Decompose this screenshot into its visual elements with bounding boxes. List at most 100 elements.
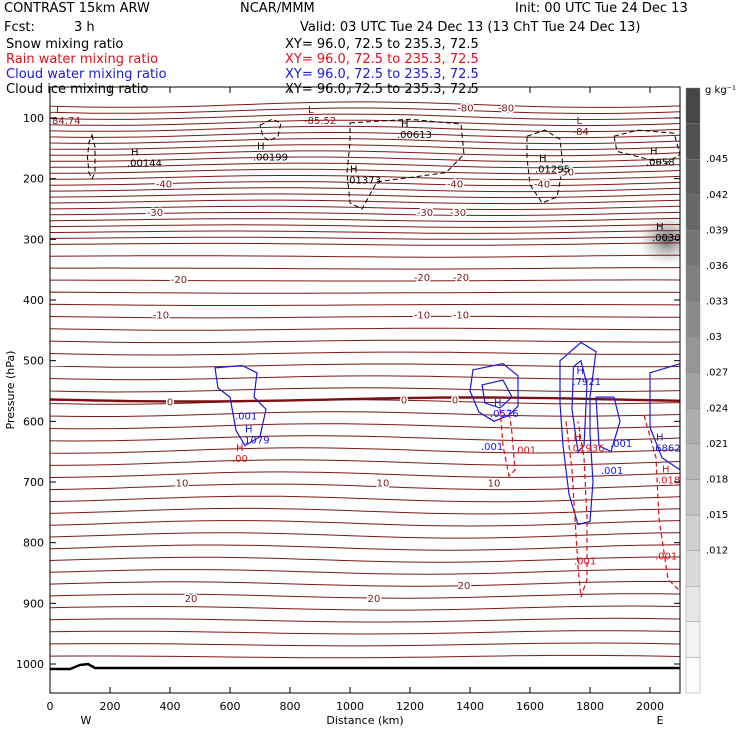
extremum-value: .018 xyxy=(658,475,680,486)
extremum-marker: L xyxy=(577,116,583,127)
extremum-marker: H xyxy=(236,443,244,454)
x-tick-label: 200 xyxy=(100,700,121,713)
legend-field-name: Snow mixing ratio xyxy=(6,37,123,52)
extremum-marker: H xyxy=(650,146,658,157)
temperature-contour-label: 0 xyxy=(452,395,458,406)
temperature-contour xyxy=(50,181,680,187)
colorbar-swatch xyxy=(685,443,701,480)
temperature-contour xyxy=(50,507,680,515)
extremum-value: .001 xyxy=(481,442,503,453)
extremum-value: 84.74 xyxy=(52,116,81,127)
x-tick-label: 600 xyxy=(220,700,241,713)
colorbar-swatch xyxy=(685,372,701,409)
colorbar-swatch xyxy=(685,194,701,231)
temperature-contour-label: -20 xyxy=(414,273,430,284)
y-tick-label: 300 xyxy=(23,233,44,246)
y-tick-label: 600 xyxy=(23,415,44,428)
temperature-contour xyxy=(50,279,680,282)
extremum-value: .001 xyxy=(610,439,632,450)
temperature-contour-label: 0 xyxy=(401,395,407,406)
colorbar-swatch xyxy=(685,586,701,623)
west-label: W xyxy=(81,714,92,727)
cloud-ice-contour xyxy=(613,129,680,165)
extremum-value: .001 xyxy=(655,552,677,563)
x-axis-label: Distance (km) xyxy=(326,714,403,727)
extremum-marker: H xyxy=(401,119,409,130)
valid-label: Valid: 03 UTC Tue 24 Dec 13 (13 ChT Tue … xyxy=(300,20,640,35)
temperature-contour xyxy=(50,411,680,417)
colorbar-swatch xyxy=(685,479,701,516)
temperature-contour-label: 20 xyxy=(458,581,471,592)
extremum-marker: H xyxy=(350,165,358,176)
extremum-marker: H xyxy=(245,424,253,435)
temperature-contour xyxy=(50,495,680,503)
temperature-contour xyxy=(50,254,680,258)
extremum-value: .001 xyxy=(601,466,623,477)
y-tick-label: 1000 xyxy=(16,658,44,671)
y-tick-label: 100 xyxy=(23,112,44,125)
snow-shade-patch xyxy=(637,214,680,266)
cloud-water-contour xyxy=(649,363,680,471)
x-tick-label: 1400 xyxy=(456,700,484,713)
colorbar-swatch xyxy=(685,230,701,267)
zero-isotherm xyxy=(50,396,680,403)
fcst-label: Fcst: xyxy=(4,20,35,35)
temperature-contour xyxy=(50,471,680,479)
temperature-contour-label: 0 xyxy=(167,397,173,408)
colorbar-swatch xyxy=(685,408,701,445)
temperature-contour-label: -10 xyxy=(453,311,469,322)
temperature-contour xyxy=(50,150,680,157)
temperature-contour xyxy=(50,532,680,539)
temperature-contour xyxy=(50,351,680,356)
y-tick-label: 200 xyxy=(23,173,44,186)
temperature-contour xyxy=(50,236,680,240)
init-label: Init: 00 UTC Tue 24 Dec 13 xyxy=(515,1,688,16)
temperature-contour xyxy=(50,224,680,228)
rain-water-contour xyxy=(565,421,588,598)
temperature-contour xyxy=(50,303,680,306)
y-tick-label: 400 xyxy=(23,294,44,307)
extremum-value: .01295 xyxy=(535,165,570,176)
temperature-contour-label: -20 xyxy=(453,273,469,284)
legend-field-name: Cloud water mixing ratio xyxy=(6,67,167,82)
temperature-contour xyxy=(50,642,680,647)
extremum-value: .00 xyxy=(232,454,248,465)
temperature-contour xyxy=(50,156,680,163)
temperature-contour xyxy=(50,193,680,199)
temperature-contour xyxy=(50,138,680,145)
temperature-contour xyxy=(50,483,680,491)
cloud-water-contour xyxy=(214,364,267,447)
cloud-water-contour xyxy=(469,363,519,422)
temperature-contour-label: -40 xyxy=(534,180,550,191)
contour-labels: -40 -40 -40 -30 -30 -30 -50 -20 -20 -20 -80 -80 -10 -… xyxy=(52,102,681,606)
temperature-contour xyxy=(50,520,680,527)
temperature-contour-label: -10 xyxy=(153,311,169,322)
y-axis-label: Pressure (hPa) xyxy=(4,351,17,430)
extremum-value: .6862 xyxy=(652,444,681,455)
legend-field-xy: XY= 96.0, 72.5 to 235.3, 72.5 xyxy=(285,67,479,82)
temperature-contour xyxy=(50,267,680,270)
extremum-value: -85.52 xyxy=(304,116,336,127)
temperature-contour-label: 10 xyxy=(176,479,189,490)
temperature-contour-label: -30 xyxy=(417,208,433,219)
plot-frame xyxy=(49,86,681,694)
colorbar-swatch xyxy=(685,621,701,658)
cloud-ice-contour xyxy=(346,118,465,210)
x-tick-label: 2000 xyxy=(636,700,664,713)
temperature-contour-label: -20 xyxy=(171,275,187,286)
temperature-contour xyxy=(50,387,680,393)
colorbar-tick-label: .045 xyxy=(706,154,728,165)
temperature-contour xyxy=(50,435,680,442)
temperature-contour xyxy=(50,339,680,344)
colorbar-swatch xyxy=(685,265,701,302)
extremum-marker: L xyxy=(56,105,62,116)
colorbar-tick-label: .033 xyxy=(706,297,728,308)
extremum-marker: H xyxy=(662,464,670,475)
legend-field-xy: XY= 96.0, 72.5 to 235.3, 72.5 xyxy=(285,37,479,52)
cloud-water-contour xyxy=(571,359,588,453)
temperature-contour-label: -80 xyxy=(457,104,473,115)
temperature-contour xyxy=(50,101,680,108)
cloud-water-contour xyxy=(559,341,597,526)
temperature-contour-label: -50 xyxy=(558,167,574,178)
temperature-contour xyxy=(50,315,680,319)
